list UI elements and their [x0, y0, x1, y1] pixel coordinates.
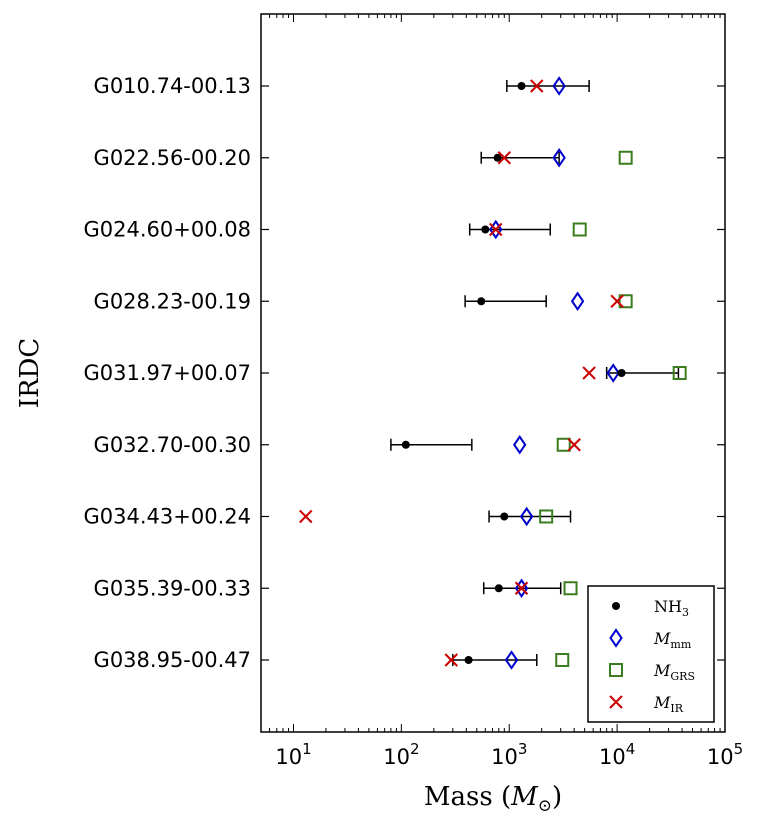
legend-marker-square	[609, 663, 623, 677]
point-x-stroke	[497, 151, 512, 165]
y-tick-label: G024.60+00.08	[84, 218, 251, 242]
point-dot	[481, 225, 490, 234]
data-markers	[299, 76, 687, 670]
point-x-stroke	[567, 438, 581, 452]
x-tick-label: 102	[383, 740, 419, 769]
legend-label: MGRS	[653, 661, 695, 683]
point-diamond	[552, 147, 566, 168]
point-x	[567, 438, 581, 452]
point-x-stroke	[489, 222, 503, 237]
point-x	[489, 222, 503, 237]
point-dot	[464, 656, 473, 664]
point-square	[539, 509, 554, 524]
y-tick-label: G031.97+00.07	[84, 361, 251, 385]
point-square	[618, 150, 633, 165]
point-x	[497, 151, 512, 165]
point-square	[572, 222, 587, 237]
y-ticks: G010.74-00.13 G022.56-00.20 G024.60+00.08 G…	[84, 74, 725, 672]
legend-label: NH3	[654, 597, 689, 619]
point-x	[514, 581, 529, 595]
legend-marker-diamond	[609, 628, 623, 648]
legend-box	[587, 585, 715, 723]
point-dot	[617, 369, 626, 377]
point-x-stroke	[514, 581, 529, 595]
point-x-stroke	[582, 366, 596, 380]
point-diamond	[504, 650, 519, 670]
point-square	[672, 366, 687, 380]
y-tick-label: G034.43+00.24	[84, 505, 251, 529]
x-tick-label: 105	[707, 740, 743, 769]
point-x	[582, 366, 596, 380]
point-dot	[493, 153, 502, 162]
point-dot	[477, 297, 486, 306]
x-axis-title: Mass (M⊙)	[424, 782, 562, 816]
x-tick-label: 101	[275, 740, 311, 769]
legend-marker-dot	[612, 602, 620, 610]
point-dot	[500, 512, 509, 521]
y-tick-label: G028.23-00.19	[94, 289, 251, 313]
legend-marker-x	[609, 695, 623, 709]
y-tick-label: G038.95-00.47	[94, 648, 251, 672]
point-diamond	[519, 506, 534, 527]
point-dot	[401, 440, 410, 449]
point-x-stroke	[444, 653, 458, 667]
point-square	[556, 437, 571, 452]
y-tick-label: G032.70-00.30	[94, 433, 251, 457]
point-diamond	[606, 363, 620, 383]
point-dot	[494, 584, 503, 593]
y-tick-label: G022.56-00.20	[94, 146, 251, 170]
point-x	[530, 79, 544, 93]
point-x	[610, 294, 624, 308]
legend: NH3 Mmm MGRS MIR	[587, 585, 715, 723]
point-square	[618, 294, 633, 309]
point-dot	[517, 82, 526, 90]
legend-label: MIR	[653, 693, 684, 715]
point-x-stroke	[299, 509, 313, 524]
point-diamond	[552, 76, 566, 96]
point-square	[555, 653, 570, 667]
legend-label: Mmm	[653, 629, 692, 651]
y-axis-title: IRDC	[15, 338, 45, 409]
point-x-stroke	[530, 79, 544, 93]
point-diamond	[512, 434, 527, 455]
point-diamond	[570, 291, 585, 312]
x-tick-label: 104	[599, 740, 635, 769]
x-ticks: 101 102 103 104 105	[260, 14, 743, 769]
x-tick-label: 103	[491, 740, 527, 769]
point-x	[299, 509, 313, 524]
point-square	[563, 581, 578, 596]
point-x	[444, 653, 458, 667]
legend-marker-x-stroke	[609, 695, 623, 709]
y-tick-label: G010.74-00.13	[94, 74, 251, 98]
y-tick-label: G035.39-00.33	[94, 576, 251, 600]
point-x-stroke	[610, 294, 624, 308]
